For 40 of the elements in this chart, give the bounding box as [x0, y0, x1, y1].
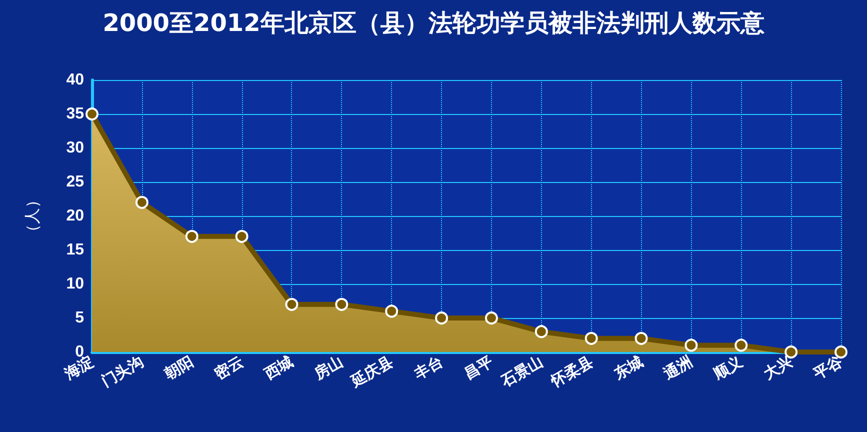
x-tick-label: 丰台: [410, 352, 446, 384]
y-tick-label: 25: [66, 174, 84, 190]
point: [135, 196, 148, 209]
point: [634, 332, 648, 345]
x-tick-label: 石景山: [497, 352, 546, 391]
point: [86, 108, 98, 120]
point: [235, 230, 248, 243]
point: [385, 304, 398, 318]
point: [285, 298, 298, 311]
x-tick-label: 西城: [260, 352, 296, 384]
x-tick-label: 朝阳: [160, 352, 196, 384]
y-tick-label: 15: [66, 242, 84, 258]
x-tick-label: 大兴: [760, 352, 796, 383]
y-axis-title: （人）: [22, 192, 42, 240]
point: [335, 298, 348, 311]
x-tick-label: 延庆县: [347, 352, 396, 391]
x-tick-label: 通洲: [660, 352, 696, 384]
x-tick-label: 房山: [310, 352, 346, 384]
y-tick-label: 40: [66, 72, 84, 88]
point: [484, 312, 498, 324]
point: [584, 332, 598, 345]
y-tick-label: 10: [66, 276, 84, 292]
x-tick-label: 密云: [211, 352, 246, 383]
point: [185, 230, 198, 243]
point: [834, 346, 848, 358]
x-tick-label: 平谷: [810, 352, 846, 384]
y-tick-label: 35: [66, 106, 84, 122]
point: [734, 338, 748, 352]
x-tick-label: 门头沟: [98, 352, 146, 390]
y-tick-label: 5: [75, 310, 84, 326]
x-tick-label: 东城: [610, 352, 646, 384]
x-tick-label: 怀柔县: [546, 352, 596, 391]
point: [435, 312, 448, 324]
x-tick-label: 顺义: [710, 352, 746, 384]
chart-title: 2000至2012年北京区（县）法轮功学员被非法判刑人数示意: [102, 9, 766, 37]
point: [684, 338, 698, 352]
point: [534, 325, 548, 338]
x-tick-label: 昌平: [460, 352, 496, 383]
y-tick-label: 30: [66, 140, 84, 156]
y-tick-label: 20: [66, 208, 84, 224]
